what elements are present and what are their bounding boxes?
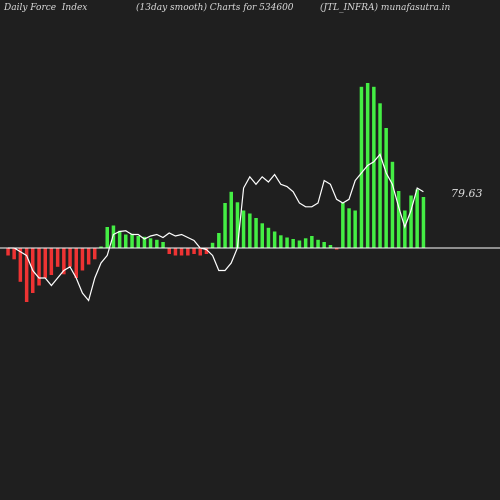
force-index-bar [378,103,382,249]
force-index-bar [24,248,29,302]
force-index-bar [248,213,252,248]
force-index-bar [272,231,277,248]
smoothed-force-line [8,153,424,302]
force-index-bar [266,227,271,249]
force-index-bar [142,236,147,249]
force-index-bar [105,227,109,248]
force-index-bar [279,235,283,249]
force-index-bar [390,161,395,249]
force-index-bar [235,202,240,249]
force-index-bar [62,248,66,275]
force-index-bar [384,128,388,248]
force-index-bar [124,234,128,248]
force-index-bar [148,238,153,249]
chart-title-left: Daily Force Index [4,3,88,13]
force-index-bar [297,240,302,248]
force-index-bar [229,191,233,249]
force-index-bar [161,242,165,248]
force-index-bar [334,248,339,250]
force-index-bar [359,86,364,249]
force-index-bar [260,223,264,249]
force-index-bar [241,210,246,248]
force-index-bar [409,195,413,248]
force-index-bar [347,208,351,249]
force-index-bar [372,86,376,249]
force-index-bar [179,248,184,256]
force-index-bar [43,248,47,278]
force-index-bar [167,248,171,254]
force-index-bar [403,210,407,248]
force-index-bar [322,242,326,248]
force-index-bar [210,242,215,249]
force-index-bar [49,248,54,275]
force-index-bar [204,248,209,254]
force-index-bar [303,238,308,249]
force-index-bar [136,236,140,248]
force-index-bar [223,203,227,248]
force-index-bar [12,248,16,260]
force-index-bar [80,248,85,271]
force-index-bar [341,203,345,248]
force-index-bar [217,233,221,248]
force-index-bar [310,236,314,248]
force-index-bar [285,237,289,248]
force-index-bar [328,245,333,248]
force-index-bar [74,248,78,278]
force-index-bar [421,197,426,248]
force-index-bar [291,239,295,248]
force-index-bar [415,189,419,248]
force-index-bar [6,248,10,256]
force-index-bar [173,248,178,256]
force-index-bar [99,246,103,248]
force-index-bar [186,248,190,256]
force-index-bar [37,248,41,286]
force-index-bar [55,248,60,267]
force-index-bar [93,248,97,260]
force-index-bar [155,239,159,249]
force-index-bar [130,233,134,249]
force-index-bar [192,248,196,254]
force-index-bar [111,225,116,248]
last-value-label: 79.63 [451,187,483,200]
chart-title-center: (13day smooth) Charts for 534600 [136,3,294,13]
force-index-bar [198,248,202,256]
force-index-bar [254,218,258,248]
force-index-bar [117,230,122,249]
force-index-bar [86,248,91,265]
chart-title-right: (JTL_INFRA) munafasutra.in [320,3,451,13]
force-index-bar [18,248,23,282]
force-index-bar [68,248,72,267]
force-index-bar [396,191,401,248]
force-index-bar [353,210,357,248]
force-index-bar [316,239,320,249]
